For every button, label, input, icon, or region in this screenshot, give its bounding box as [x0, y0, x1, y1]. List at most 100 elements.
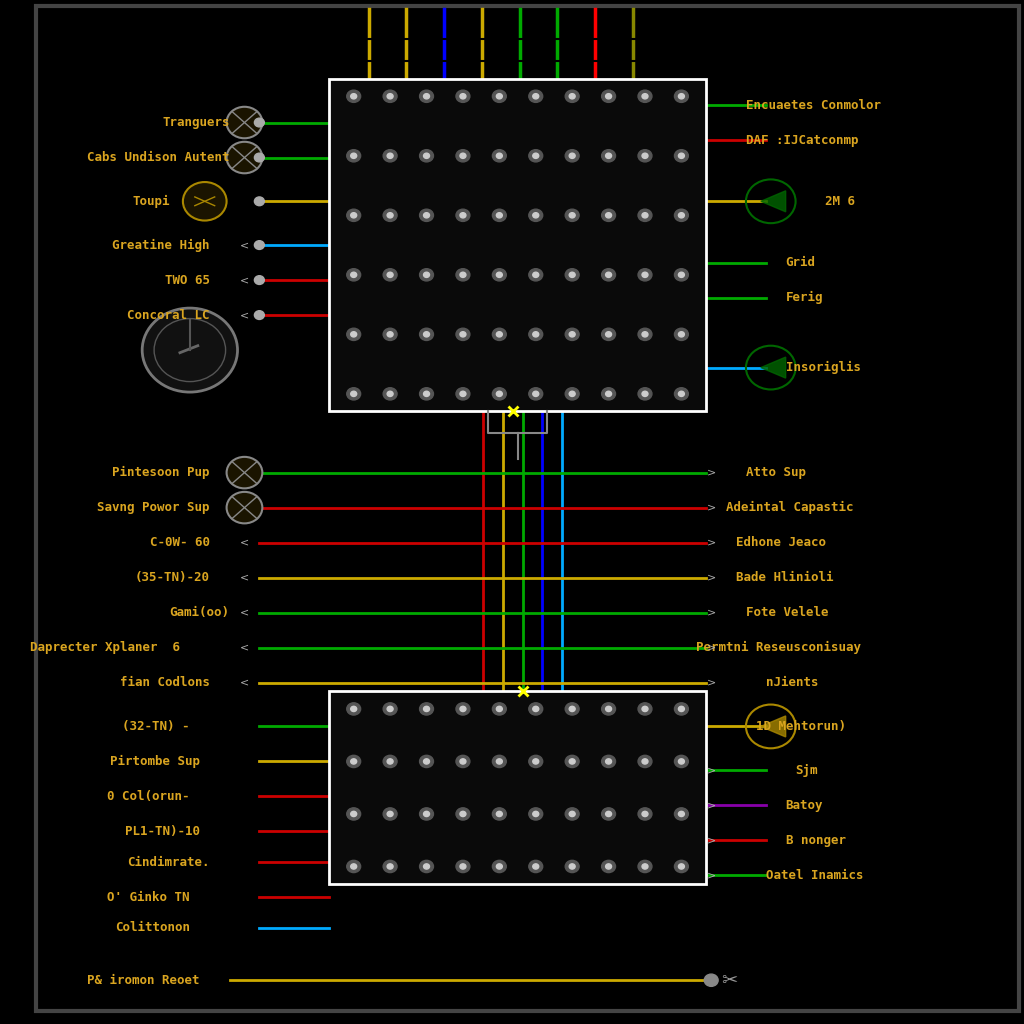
Circle shape: [565, 756, 580, 768]
Circle shape: [456, 268, 470, 281]
Circle shape: [420, 756, 433, 768]
Circle shape: [350, 864, 356, 869]
Text: Gami(oo): Gami(oo): [170, 606, 229, 620]
Circle shape: [497, 332, 503, 337]
Text: Fote Velele: Fote Velele: [745, 606, 828, 620]
Circle shape: [350, 93, 356, 99]
Polygon shape: [761, 357, 785, 378]
Text: <: <: [240, 240, 249, 250]
Circle shape: [420, 860, 433, 872]
Circle shape: [679, 272, 684, 278]
Circle shape: [254, 241, 264, 250]
Circle shape: [456, 329, 470, 340]
Bar: [329, 79, 707, 412]
Circle shape: [347, 860, 360, 872]
Circle shape: [347, 702, 360, 715]
Circle shape: [347, 329, 360, 340]
Text: Cabs Undison Autent: Cabs Undison Autent: [87, 151, 229, 164]
Text: Grid: Grid: [785, 256, 816, 269]
Circle shape: [638, 808, 652, 820]
Text: Colittonon: Colittonon: [115, 922, 189, 934]
Circle shape: [642, 213, 648, 218]
Circle shape: [142, 308, 238, 392]
Text: DAF :IJCatconmp: DAF :IJCatconmp: [745, 133, 858, 146]
Circle shape: [605, 213, 611, 218]
Circle shape: [497, 93, 503, 99]
Circle shape: [565, 90, 580, 102]
Circle shape: [642, 759, 648, 764]
Circle shape: [569, 93, 575, 99]
Circle shape: [460, 391, 466, 396]
Text: <: <: [240, 275, 249, 285]
Circle shape: [493, 702, 506, 715]
Circle shape: [420, 388, 433, 400]
Circle shape: [605, 707, 611, 712]
Circle shape: [532, 272, 539, 278]
Circle shape: [642, 332, 648, 337]
Circle shape: [638, 388, 652, 400]
Text: Encuaetes Conmolor: Encuaetes Conmolor: [745, 98, 881, 112]
Circle shape: [602, 268, 615, 281]
Circle shape: [493, 756, 506, 768]
Circle shape: [497, 213, 503, 218]
Circle shape: [497, 272, 503, 278]
Circle shape: [642, 272, 648, 278]
Circle shape: [456, 388, 470, 400]
Circle shape: [602, 90, 615, 102]
Text: B nonger: B nonger: [785, 834, 846, 847]
Circle shape: [424, 332, 429, 337]
Text: Greatine High: Greatine High: [113, 239, 210, 252]
Circle shape: [460, 332, 466, 337]
Circle shape: [347, 268, 360, 281]
Circle shape: [350, 332, 356, 337]
Text: >: >: [707, 468, 716, 477]
Text: Cindimrate.: Cindimrate.: [127, 856, 210, 868]
Circle shape: [383, 388, 397, 400]
Circle shape: [532, 864, 539, 869]
Circle shape: [254, 310, 264, 319]
Circle shape: [387, 272, 393, 278]
Circle shape: [493, 808, 506, 820]
Circle shape: [383, 860, 397, 872]
Circle shape: [679, 391, 684, 396]
Text: Oatel Inamics: Oatel Inamics: [766, 868, 863, 882]
Circle shape: [420, 329, 433, 340]
Text: Daprecter Xplaner  6: Daprecter Xplaner 6: [30, 641, 180, 654]
Text: <: <: [240, 607, 249, 617]
Circle shape: [675, 388, 688, 400]
Circle shape: [456, 150, 470, 162]
Text: Edhone Jeaco: Edhone Jeaco: [736, 537, 826, 549]
Circle shape: [254, 275, 264, 285]
Circle shape: [347, 388, 360, 400]
Circle shape: [497, 811, 503, 816]
Circle shape: [605, 272, 611, 278]
Circle shape: [420, 90, 433, 102]
Circle shape: [460, 864, 466, 869]
Circle shape: [493, 150, 506, 162]
Circle shape: [347, 209, 360, 221]
Circle shape: [387, 154, 393, 159]
Circle shape: [387, 864, 393, 869]
Circle shape: [456, 209, 470, 221]
Text: Atto Sup: Atto Sup: [745, 466, 806, 479]
Circle shape: [605, 811, 611, 816]
Circle shape: [569, 759, 575, 764]
Circle shape: [350, 213, 356, 218]
Circle shape: [347, 150, 360, 162]
Text: Toupi: Toupi: [132, 195, 170, 208]
Circle shape: [383, 808, 397, 820]
Circle shape: [638, 150, 652, 162]
Circle shape: [497, 759, 503, 764]
Circle shape: [383, 329, 397, 340]
Circle shape: [565, 268, 580, 281]
Circle shape: [532, 213, 539, 218]
Circle shape: [493, 388, 506, 400]
Circle shape: [532, 707, 539, 712]
Circle shape: [638, 209, 652, 221]
Text: P& iromon Reoet: P& iromon Reoet: [87, 974, 200, 987]
Circle shape: [605, 864, 611, 869]
Circle shape: [532, 154, 539, 159]
Text: >: >: [707, 836, 716, 845]
Circle shape: [528, 329, 543, 340]
Text: Tranguers: Tranguers: [162, 116, 229, 129]
